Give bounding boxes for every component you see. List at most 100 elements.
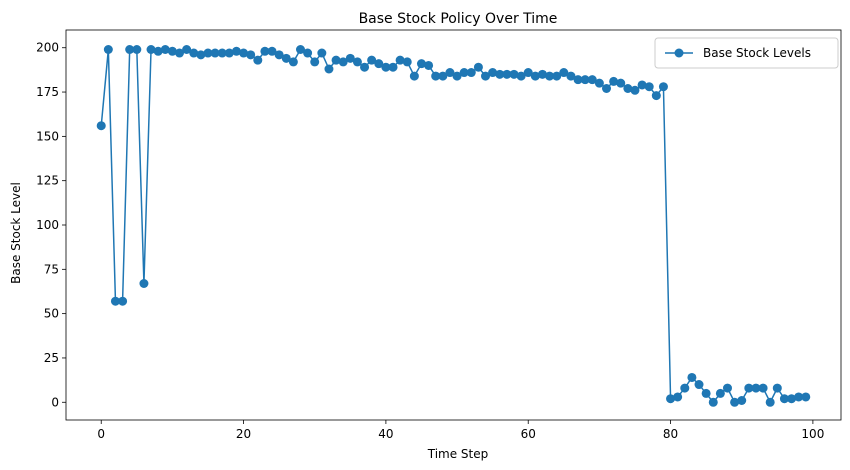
- data-point: [96, 121, 106, 131]
- data-point: [167, 46, 177, 56]
- data-point: [651, 91, 661, 101]
- data-point: [132, 45, 142, 54]
- data-point: [402, 57, 412, 67]
- data-point: [118, 296, 128, 306]
- data-point: [466, 68, 476, 78]
- data-point: [103, 45, 113, 54]
- y-tick-label: 0: [51, 395, 59, 409]
- data-point: [523, 68, 533, 78]
- data-point: [701, 388, 711, 398]
- data-point: [395, 55, 405, 65]
- y-tick-label: 75: [44, 262, 59, 276]
- data-point: [224, 48, 234, 58]
- data-point: [146, 45, 156, 54]
- data-point: [303, 48, 313, 58]
- data-point: [260, 46, 270, 56]
- data-point: [587, 75, 597, 85]
- data-point: [210, 48, 220, 58]
- x-tick-label: 0: [97, 427, 105, 441]
- data-point: [481, 71, 491, 81]
- x-tick-label: 20: [236, 427, 251, 441]
- x-tick-label: 80: [663, 427, 678, 441]
- data-point: [573, 75, 583, 85]
- data-point: [295, 45, 305, 54]
- data-point: [666, 394, 676, 404]
- data-point: [431, 71, 441, 81]
- data-point: [196, 50, 206, 60]
- data-point: [288, 57, 298, 67]
- data-point: [680, 383, 690, 393]
- data-point: [787, 394, 797, 404]
- data-point: [566, 71, 576, 81]
- data-point: [153, 46, 163, 56]
- data-point: [758, 383, 768, 393]
- y-tick-label: 200: [36, 41, 59, 55]
- data-point: [175, 48, 185, 58]
- data-point: [751, 383, 761, 393]
- data-point: [722, 383, 732, 393]
- data-point: [602, 84, 612, 93]
- data-point: [708, 397, 718, 407]
- y-tick-label: 25: [44, 351, 59, 365]
- data-point: [616, 78, 626, 88]
- data-point: [253, 55, 263, 65]
- data-point: [516, 71, 526, 81]
- data-point: [594, 78, 604, 88]
- x-tick-label: 40: [378, 427, 393, 441]
- data-point: [730, 397, 740, 407]
- data-point: [452, 71, 462, 81]
- y-tick-label: 50: [44, 307, 59, 321]
- data-point: [552, 71, 562, 81]
- data-point: [502, 69, 512, 79]
- data-point: [160, 45, 170, 54]
- data-point: [317, 48, 327, 58]
- data-point: [246, 50, 256, 60]
- y-tick-label: 175: [36, 85, 59, 99]
- data-point: [509, 69, 519, 79]
- data-point: [381, 62, 391, 72]
- data-point: [772, 383, 782, 393]
- data-point: [765, 397, 775, 407]
- data-point: [345, 53, 355, 63]
- data-point: [267, 46, 277, 56]
- x-axis-label: Time Step: [427, 447, 489, 461]
- legend-marker-sample: [674, 48, 684, 58]
- y-tick-label: 150: [36, 129, 59, 143]
- data-point: [182, 45, 192, 54]
- data-point: [801, 392, 811, 402]
- data-point: [530, 71, 540, 81]
- y-tick-label: 125: [36, 174, 59, 188]
- data-point: [424, 60, 434, 70]
- data-point: [324, 64, 334, 74]
- data-point: [388, 62, 398, 72]
- data-point: [217, 48, 227, 58]
- data-point: [189, 48, 199, 58]
- data-point: [125, 45, 135, 54]
- axes: 0 20 40 60 80 100 0 25 50 75 100 125 150 175 200: [36, 29, 842, 441]
- data-point: [110, 296, 120, 306]
- legend-box: [654, 37, 839, 69]
- data-point: [239, 48, 249, 58]
- data-point: [360, 62, 370, 72]
- data-point: [687, 372, 697, 382]
- data-point: [281, 53, 291, 63]
- data-point: [673, 392, 683, 402]
- data-point: [374, 59, 384, 69]
- data-point: [473, 62, 483, 72]
- data-point: [409, 71, 419, 81]
- data-point: [459, 68, 469, 78]
- data-point: [779, 394, 789, 404]
- data-point: [637, 80, 647, 90]
- data-point: [274, 50, 284, 60]
- x-tick-label: 60: [521, 427, 536, 441]
- data-point: [694, 380, 704, 390]
- data-point: [203, 48, 213, 58]
- data-point: [737, 396, 747, 405]
- data-point: [445, 68, 455, 78]
- data-point: [658, 82, 668, 92]
- data-point: [338, 57, 348, 67]
- data-point: [623, 84, 633, 93]
- data-point: [231, 46, 241, 56]
